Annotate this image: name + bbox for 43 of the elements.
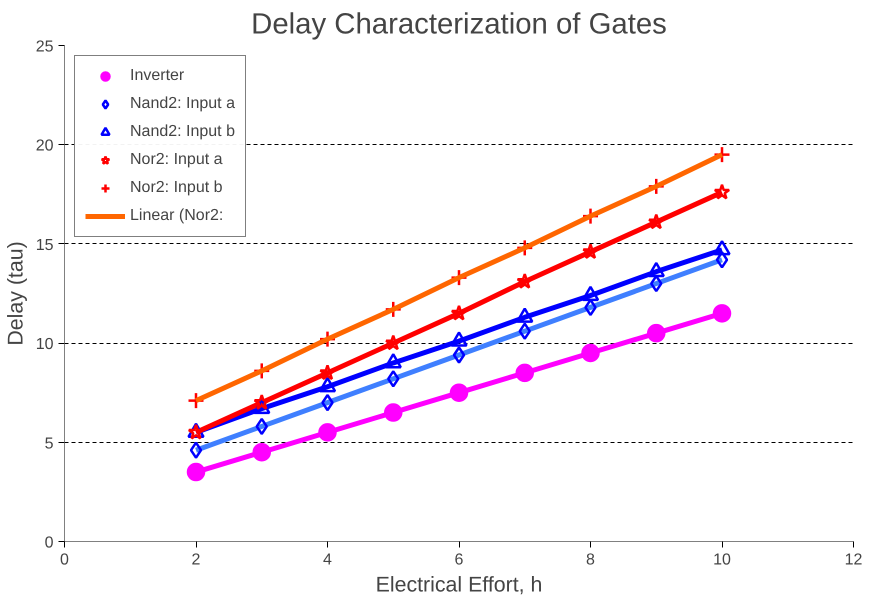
point: [648, 213, 665, 230]
x-tick-label: 2: [192, 552, 201, 568]
legend-label: Nor2: Input b: [130, 179, 222, 197]
point: [384, 403, 402, 422]
point: [190, 441, 202, 459]
point: [582, 243, 599, 260]
point: [450, 383, 468, 402]
point: [516, 272, 534, 289]
point: [186, 462, 206, 482]
point: [581, 344, 600, 362]
legend-label: Inverter: [130, 67, 184, 85]
point: [647, 324, 666, 342]
x-tick-label: 0: [60, 552, 70, 568]
y-tick-label: 5: [44, 435, 54, 452]
point: [253, 394, 270, 410]
y-tick-label: 15: [36, 236, 54, 254]
x-tick-label: 4: [323, 552, 332, 568]
x-tick-label: 6: [454, 552, 464, 568]
point: [452, 346, 466, 364]
point: [319, 364, 336, 380]
point: [516, 364, 534, 382]
y-tick-label: 0: [44, 534, 54, 552]
x-tick-label: 8: [586, 552, 596, 568]
y-tick-label: 20: [36, 138, 54, 155]
y-tick-label: 10: [36, 336, 54, 354]
legend-label: Nand2: Input b: [130, 123, 235, 141]
y-axis-title: Delay (tau): [4, 241, 28, 346]
point: [712, 304, 732, 323]
point: [716, 251, 728, 269]
x-axis-title: Electrical Effort, h: [376, 572, 542, 596]
chart-title: Delay Characterization of Gates: [251, 8, 667, 40]
point: [714, 184, 730, 200]
legend-label: Nor2: Input a: [130, 151, 222, 169]
point: [318, 423, 337, 442]
legend-label: Nand2: Input a: [130, 95, 235, 113]
point: [252, 442, 271, 462]
x-tick-label: 12: [844, 552, 862, 568]
point: [450, 304, 468, 321]
x-tick-label: 10: [713, 552, 731, 568]
legend-label: Linear (Nor2:: [130, 207, 224, 225]
point: [384, 334, 402, 350]
point: [321, 394, 334, 412]
y-tick-label: 25: [36, 38, 54, 56]
